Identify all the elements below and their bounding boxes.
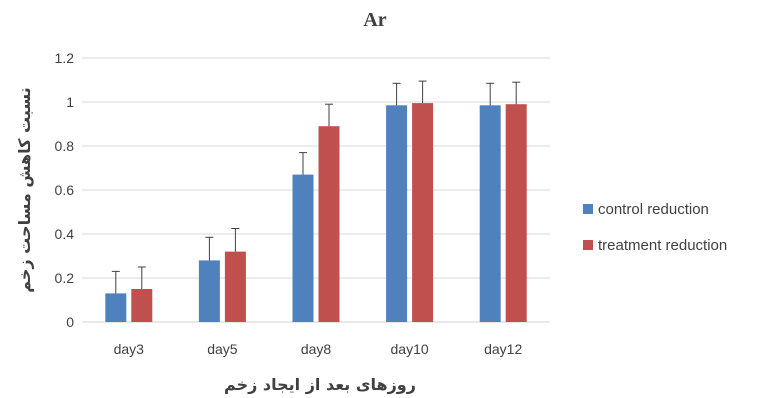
x-axis-ticks: day3 day5 day8 day10 day12 <box>114 341 523 357</box>
legend-label: control reduction <box>598 201 709 218</box>
legend-swatch <box>583 204 593 214</box>
y-tick-label: 0 <box>66 314 74 330</box>
legend: control reduction treatment reduction <box>583 201 727 254</box>
bar <box>198 260 220 322</box>
bar <box>224 251 246 322</box>
bars <box>105 80 527 322</box>
y-tick-label: 0.4 <box>55 226 75 242</box>
bar <box>412 103 434 322</box>
bar <box>479 105 501 322</box>
bar <box>105 293 127 322</box>
y-tick-label: 1 <box>66 94 74 110</box>
y-tick-label: 1.2 <box>55 50 75 66</box>
legend-label: treatment reduction <box>598 237 727 254</box>
legend-swatch <box>583 240 593 250</box>
bar <box>292 174 314 322</box>
x-tick-label: day12 <box>484 341 522 357</box>
y-axis-ticks: 0 0.2 0.4 0.6 0.8 1 1.2 <box>55 50 75 330</box>
y-axis-label: نسبت کاهش مساحت زخم <box>15 87 34 292</box>
bar <box>318 126 340 322</box>
y-tick-label: 0.2 <box>55 270 75 286</box>
x-tick-label: day3 <box>114 341 145 357</box>
y-tick-label: 0.6 <box>55 182 75 198</box>
x-axis-label: روزهای بعد از ایجاد زخم <box>224 375 416 394</box>
x-tick-label: day5 <box>207 341 238 357</box>
x-tick-label: day8 <box>301 341 332 357</box>
gridlines <box>82 57 550 279</box>
bar <box>505 104 527 322</box>
bar <box>131 289 153 322</box>
x-tick-label: day10 <box>391 341 429 357</box>
y-tick-label: 0.8 <box>55 138 75 154</box>
chart-title: Ar <box>363 9 386 31</box>
bar <box>386 105 408 322</box>
